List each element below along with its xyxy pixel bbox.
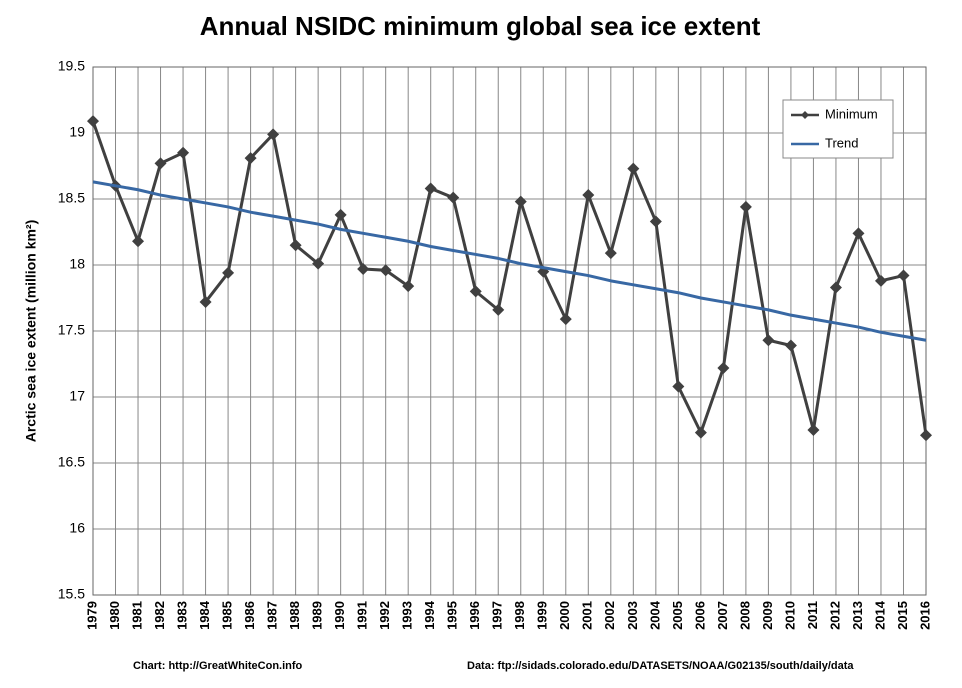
x-tick-label: 1983 xyxy=(174,601,189,630)
x-tick-label: 2015 xyxy=(895,601,910,630)
marker xyxy=(717,361,730,374)
marker xyxy=(199,295,212,308)
marker xyxy=(852,227,865,240)
data-source: Data: ftp://sidads.colorado.edu/DATASETS… xyxy=(467,660,854,672)
marker xyxy=(402,280,415,293)
y-tick-label: 19.5 xyxy=(58,58,85,74)
x-tick-label: 1989 xyxy=(310,601,325,630)
marker xyxy=(132,235,145,248)
marker xyxy=(357,262,370,275)
legend-box xyxy=(782,99,894,159)
marker xyxy=(627,162,640,175)
x-tick-label: 2005 xyxy=(670,601,685,630)
x-tick-label: 2010 xyxy=(782,601,797,630)
y-axis-label: Arctic sea ice extent (million km²) xyxy=(23,220,39,443)
x-tick-label: 2007 xyxy=(715,601,730,630)
marker xyxy=(469,285,482,298)
line-trend xyxy=(92,180,927,342)
x-tick-label: 2012 xyxy=(827,601,842,630)
x-tick-label: 1985 xyxy=(220,601,235,630)
x-tick-label: 1998 xyxy=(512,601,527,630)
x-tick-label: 1990 xyxy=(332,601,347,630)
x-tick-label: 2006 xyxy=(692,601,707,630)
marker xyxy=(312,257,325,270)
x-tick-label: 1994 xyxy=(422,600,437,630)
y-tick-label: 18.5 xyxy=(58,190,85,206)
marker xyxy=(492,303,505,316)
x-tick-label: 2000 xyxy=(557,601,572,630)
marker xyxy=(514,195,527,208)
marker xyxy=(289,239,302,252)
marker xyxy=(604,247,617,260)
marker xyxy=(154,157,167,170)
marker xyxy=(334,208,347,221)
x-tick-label: 1992 xyxy=(377,601,392,630)
marker xyxy=(222,266,235,279)
x-tick-label: 2016 xyxy=(917,601,932,630)
marker xyxy=(784,339,797,352)
chart-title: Annual NSIDC minimum global sea ice exte… xyxy=(200,11,761,41)
marker xyxy=(447,191,460,204)
marker xyxy=(762,334,775,347)
x-tick-label: 1979 xyxy=(84,601,99,630)
marker xyxy=(559,313,572,326)
x-tick-label: 2011 xyxy=(805,601,820,629)
marker xyxy=(920,429,932,442)
marker xyxy=(649,215,662,228)
marker xyxy=(267,128,280,141)
line-minimum xyxy=(91,120,928,436)
marker xyxy=(807,424,820,436)
marker xyxy=(582,189,595,202)
x-tick-label: 2002 xyxy=(602,601,617,630)
y-tick-label: 17.5 xyxy=(58,322,85,338)
marker xyxy=(739,200,752,213)
x-tick-label: 2009 xyxy=(760,601,775,630)
x-tick-label: 1982 xyxy=(152,601,167,630)
legend-marker xyxy=(801,111,809,119)
x-tick-label: 2013 xyxy=(850,601,865,630)
x-tick-label: 1988 xyxy=(287,601,302,630)
x-tick-label: 1999 xyxy=(535,601,550,630)
x-tick-label: 1981 xyxy=(129,601,144,630)
y-tick-label: 16.5 xyxy=(58,454,85,470)
x-tick-label: 1996 xyxy=(467,601,482,630)
y-tick-label: 15.5 xyxy=(58,586,85,602)
x-tick-label: 2003 xyxy=(625,601,640,630)
x-tick-label: 1980 xyxy=(107,601,122,630)
x-tick-label: 2014 xyxy=(872,600,887,630)
y-tick-label: 17 xyxy=(69,388,85,404)
x-tick-label: 1995 xyxy=(445,601,460,630)
x-tick-label: 2001 xyxy=(580,601,595,630)
marker xyxy=(379,264,392,277)
x-tick-label: 2004 xyxy=(647,600,662,630)
marker xyxy=(874,274,887,287)
legend-label: Trend xyxy=(825,135,858,150)
marker xyxy=(694,426,707,439)
marker xyxy=(829,281,842,294)
legend-label: Minimum xyxy=(825,106,878,121)
x-tick-label: 1997 xyxy=(490,601,505,630)
chart-source: Chart: http://GreatWhiteCon.info xyxy=(133,660,303,672)
y-tick-label: 16 xyxy=(69,520,85,536)
x-tick-label: 1984 xyxy=(197,600,212,630)
plot-border xyxy=(92,66,927,596)
marker xyxy=(897,269,910,282)
marker xyxy=(244,152,257,165)
x-tick-label: 1993 xyxy=(400,601,415,630)
marker xyxy=(672,380,685,393)
marker xyxy=(87,115,99,128)
x-tick-label: 1987 xyxy=(265,601,280,630)
marker xyxy=(424,182,437,195)
marker xyxy=(177,146,190,159)
x-tick-label: 1986 xyxy=(242,601,257,630)
x-tick-label: 2008 xyxy=(737,601,752,630)
x-tick-label: 1991 xyxy=(355,601,370,630)
y-tick-label: 19 xyxy=(69,124,85,140)
y-tick-label: 18 xyxy=(69,256,85,272)
